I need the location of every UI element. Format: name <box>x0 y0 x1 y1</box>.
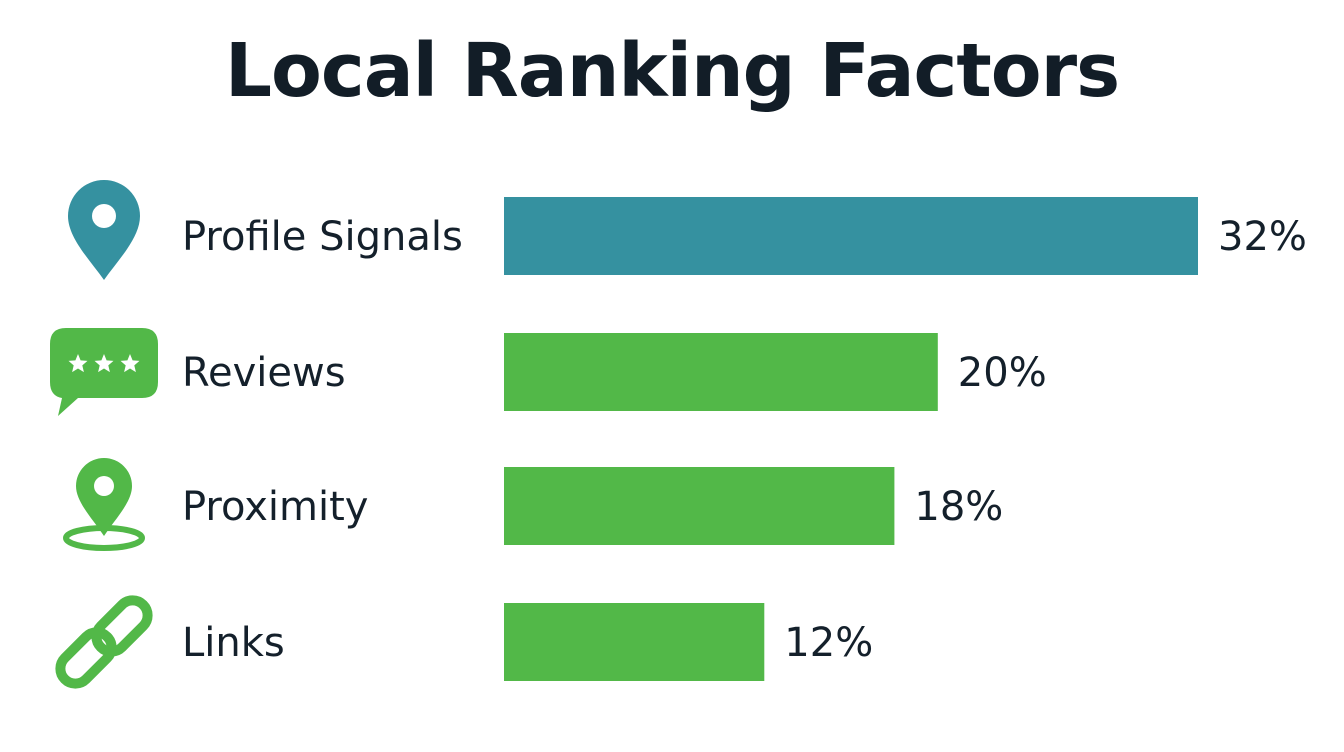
value-label: 18% <box>914 484 1003 530</box>
value-label: 32% <box>1218 214 1307 260</box>
bar-reviews <box>504 333 938 411</box>
bar-profile-signals <box>504 197 1198 275</box>
review-stars-icon <box>50 328 158 416</box>
category-label: Links <box>182 620 285 666</box>
chain-link-icon <box>55 595 153 689</box>
chart-title: Local Ranking Factors <box>224 28 1120 114</box>
map-pin-icon <box>68 179 140 280</box>
proximity-pin-icon <box>63 458 145 551</box>
value-label: 20% <box>958 350 1047 396</box>
category-label: Reviews <box>182 350 346 396</box>
category-label: Profile Signals <box>182 214 463 260</box>
category-label: Proximity <box>182 484 368 530</box>
bar-proximity <box>504 467 895 545</box>
bar-links <box>504 603 765 681</box>
value-label: 12% <box>784 620 873 666</box>
